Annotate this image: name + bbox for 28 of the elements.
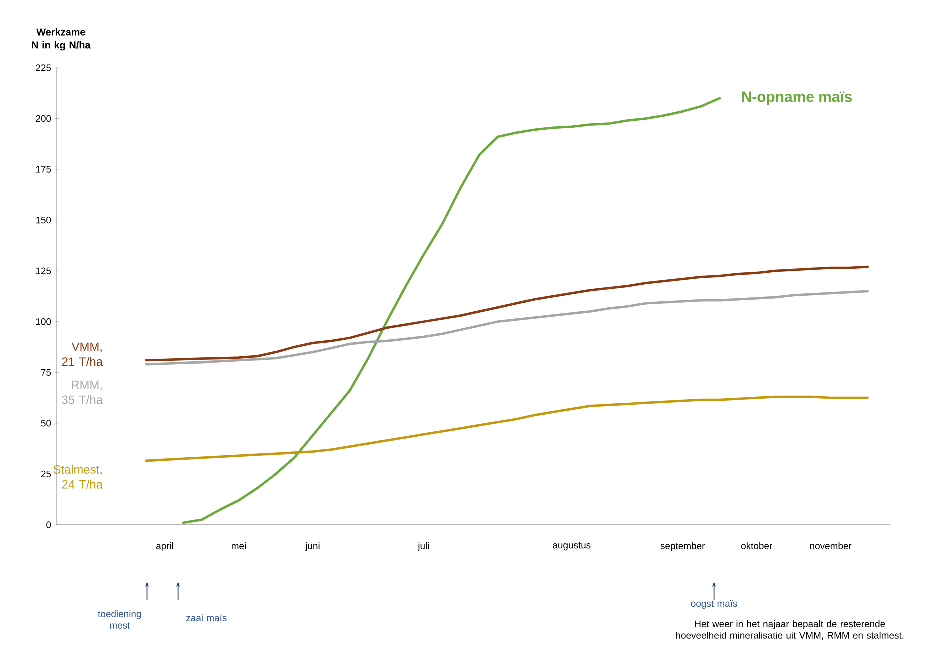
text: toediening mest [98, 610, 142, 629]
x-tick-label: juli [418, 542, 430, 552]
x-tick-label: september [660, 542, 706, 552]
y-tick-label: 50 [41, 420, 52, 427]
text: Stalmest, 24 T/ha [54, 465, 103, 489]
y-tick-label: 0 [46, 522, 52, 528]
y-tick-label: 225 [36, 64, 52, 72]
y-tick-label: 175 [36, 166, 52, 173]
text: RMM, 35 T/ha [62, 380, 103, 404]
x-tick-label: juni [305, 542, 320, 552]
y-axis-title: Werkzame N in kg N/ha [32, 28, 91, 51]
y-tick-label: 100 [36, 318, 52, 326]
x-tick-label: oktober [741, 542, 772, 550]
y-tick-label: 125 [36, 268, 52, 274]
text: Het weer in het najaar bepaalt de resterende hoeveelheid mineralisatie uit VMM, RMM en stalmest. [676, 620, 904, 640]
x-tick-label: november [810, 542, 852, 550]
series-label: N-opname maïs [742, 92, 852, 106]
y-tick-label: 25 [41, 470, 52, 478]
text: zaai maïs [186, 614, 227, 622]
y-tick-label: 200 [36, 115, 52, 122]
x-tick-label: april [156, 542, 174, 552]
text: oogst maïs [691, 600, 738, 609]
y-tick-label: 150 [36, 216, 52, 224]
text: VMM, 21 T/ha [62, 342, 103, 366]
y-tick-label: 75 [41, 369, 52, 376]
line-series [182, 97, 722, 524]
x-tick-label: mei [232, 542, 246, 550]
x-tick-label: augustus [553, 542, 591, 551]
